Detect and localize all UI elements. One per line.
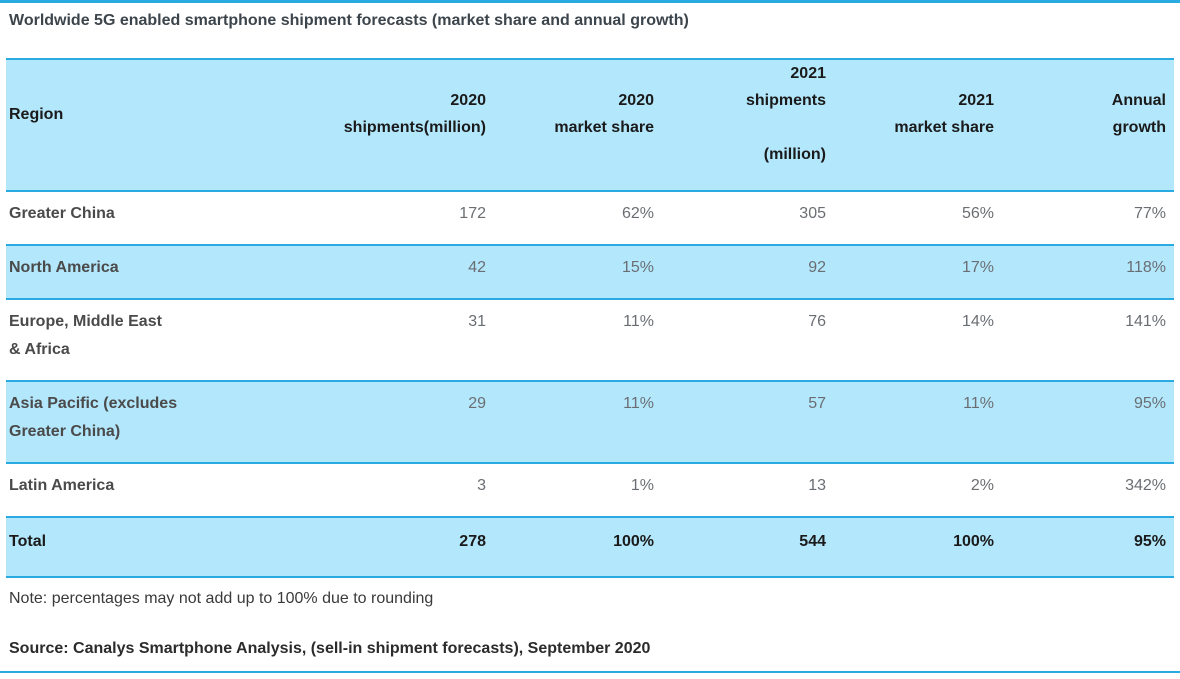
value-cell: 92 — [808, 259, 826, 276]
region-cell: Asia Pacific (excludes Greater China) — [9, 395, 178, 440]
value-cell: 278 — [459, 533, 486, 550]
value-cell: 76 — [808, 313, 826, 330]
table-row-north-america: North America 42 15% 92 17% 118% — [6, 245, 1174, 299]
region-cell: Total — [9, 533, 47, 550]
header-region: Region — [9, 105, 64, 123]
value-cell: 95% — [1133, 533, 1166, 550]
value-cell: 62% — [621, 205, 654, 222]
value-cell: 100% — [613, 533, 654, 550]
shipment-forecast-table: Region 2020 shipments(million) 2020 mark… — [6, 58, 1174, 578]
value-cell: 15% — [621, 259, 654, 276]
page-title: Worldwide 5G enabled smartphone shipment… — [9, 12, 689, 29]
table-row-asia-pacific: Asia Pacific (excludes Greater China) 29… — [6, 381, 1174, 463]
rounding-note: Note: percentages may not add up to 100%… — [9, 590, 434, 607]
value-cell: 77% — [1133, 205, 1166, 222]
value-cell: 29 — [468, 395, 486, 412]
table-row-total: Total 278 100% 544 100% 95% — [6, 517, 1174, 577]
value-cell: 342% — [1125, 477, 1166, 494]
value-cell: 13 — [808, 477, 826, 494]
table-row-europe-middle-east-africa: Europe, Middle East & Africa 31 11% 76 1… — [6, 299, 1174, 381]
value-cell: 95% — [1133, 395, 1166, 412]
value-cell: 3 — [477, 477, 486, 494]
value-cell: 57 — [808, 395, 826, 412]
value-cell: 172 — [459, 205, 486, 222]
value-cell: 11% — [623, 313, 654, 330]
value-cell: 2% — [970, 477, 994, 494]
source-attribution: Source: Canalys Smartphone Analysis, (se… — [9, 640, 651, 657]
value-cell: 17% — [961, 259, 994, 276]
region-cell: Europe, Middle East & Africa — [9, 313, 162, 358]
table-row-latin-america: Latin America 3 1% 13 2% 342% — [6, 463, 1174, 517]
table-header-row: Region 2020 shipments(million) 2020 mark… — [6, 59, 1174, 191]
value-cell: 11% — [623, 395, 654, 412]
top-divider-rule — [0, 0, 1180, 3]
value-cell: 56% — [961, 205, 994, 222]
value-cell: 100% — [953, 533, 994, 550]
value-cell: 544 — [799, 533, 826, 550]
header-2021-shipments: 2021 shipments (million) — [745, 65, 826, 163]
value-cell: 305 — [799, 205, 826, 222]
value-cell: 141% — [1125, 313, 1166, 330]
value-cell: 42 — [468, 259, 486, 276]
bottom-divider-rule — [0, 671, 1180, 673]
value-cell: 11% — [963, 395, 994, 412]
region-cell: Latin America — [9, 477, 115, 494]
value-cell: 118% — [1126, 259, 1166, 276]
value-cell: 31 — [468, 313, 486, 330]
header-2021-market-share: 2021 market share — [894, 92, 994, 136]
value-cell: 14% — [961, 313, 994, 330]
header-annual-growth: Annual growth — [1111, 92, 1166, 136]
value-cell: 1% — [630, 477, 654, 494]
header-2020-shipments: 2020 shipments(million) — [343, 92, 486, 136]
header-2020-market-share: 2020 market share — [554, 92, 654, 136]
table-row-greater-china: Greater China 172 62% 305 56% 77% — [6, 191, 1174, 245]
region-cell: Greater China — [9, 205, 115, 222]
region-cell: North America — [9, 259, 119, 276]
